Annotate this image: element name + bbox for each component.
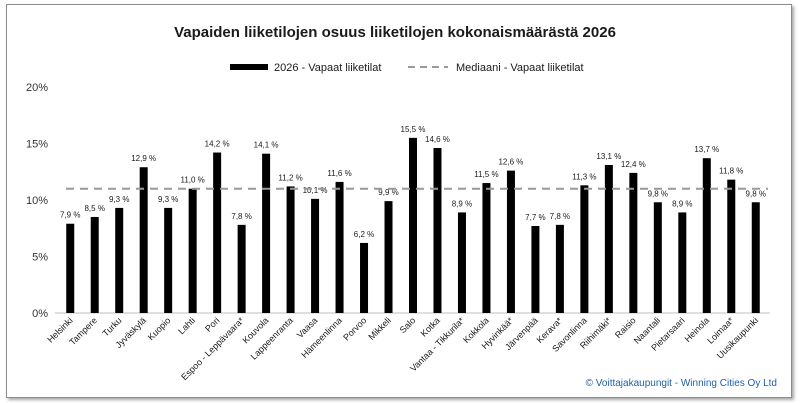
data-label: 8,9 % xyxy=(452,199,472,208)
bar xyxy=(188,188,197,313)
bar xyxy=(604,164,613,313)
bar xyxy=(457,212,466,313)
data-label: 8,5 % xyxy=(84,204,104,213)
bar xyxy=(727,179,736,313)
bar xyxy=(751,202,760,313)
x-tick-label: Pori xyxy=(203,315,221,333)
data-label: 7,7 % xyxy=(525,213,545,222)
legend: 2026 - Vapaat liiketilat Mediaani - Vapa… xyxy=(230,62,584,74)
legend-swatch-bars xyxy=(230,64,268,70)
bars xyxy=(66,137,760,313)
data-label: 11,8 % xyxy=(719,167,743,176)
data-label: 9,8 % xyxy=(746,189,766,198)
data-label: 9,9 % xyxy=(378,188,398,197)
bar xyxy=(678,212,687,313)
bar xyxy=(433,148,442,313)
data-label: 7,8 % xyxy=(231,212,251,221)
x-tick-label: Salo xyxy=(398,315,418,335)
data-label: 8,9 % xyxy=(672,199,692,208)
bar xyxy=(531,225,540,313)
data-label: 15,5 % xyxy=(401,125,426,134)
bar xyxy=(66,223,75,313)
bar xyxy=(653,202,662,313)
bar xyxy=(237,224,246,313)
bar xyxy=(139,167,148,313)
bar xyxy=(506,170,515,313)
bar xyxy=(629,172,638,313)
x-tick-label: Mikkeli xyxy=(366,315,393,342)
bar xyxy=(164,207,173,313)
data-label: 11,3 % xyxy=(572,172,596,181)
data-label: 10,1 % xyxy=(303,186,328,195)
chart-frame xyxy=(6,4,792,398)
x-tick-label: Lahti xyxy=(176,315,197,336)
bar xyxy=(286,186,295,313)
data-label: 11,0 % xyxy=(180,176,204,185)
data-label: 13,7 % xyxy=(694,145,719,154)
data-label: 12,9 % xyxy=(131,154,156,163)
bar xyxy=(311,198,320,313)
bar xyxy=(482,183,491,313)
copyright-text: © Voittajakaupungit - Winning Cities Oy … xyxy=(586,378,777,389)
bar xyxy=(409,137,417,313)
data-label: 12,4 % xyxy=(621,160,646,169)
data-label: 14,1 % xyxy=(254,141,279,150)
data-label: 7,9 % xyxy=(60,211,80,220)
x-tick-label: Kuopio xyxy=(146,315,173,342)
data-label: 11,5 % xyxy=(474,170,498,179)
bar xyxy=(702,158,711,313)
data-label: 14,6 % xyxy=(425,135,450,144)
bar xyxy=(335,181,344,313)
bar xyxy=(115,207,124,313)
y-tick-label: 0% xyxy=(32,308,48,320)
legend-label-bars: 2026 - Vapaat liiketilat xyxy=(274,62,381,74)
y-axis: 0% 5% 10% 15% 20% xyxy=(26,82,48,320)
bar xyxy=(213,152,222,313)
bar xyxy=(360,242,369,313)
y-tick-label: 10% xyxy=(26,195,48,207)
legend-label-median: Mediaani - Vapaat liiketilat xyxy=(456,62,584,74)
y-tick-label: 20% xyxy=(26,82,48,94)
data-labels: 7,9 % 8,5 % 9,3 % 12,9 % 9,3 % 11,0 % 14,2 % 7,… xyxy=(60,125,766,239)
data-label: 14,2 % xyxy=(205,140,230,149)
bar xyxy=(90,216,99,313)
data-label: 9,3 % xyxy=(158,195,178,204)
data-label: 12,6 % xyxy=(498,158,523,167)
bar xyxy=(555,224,564,313)
data-label: 6,2 % xyxy=(354,230,374,239)
bar xyxy=(262,153,271,313)
y-tick-label: 15% xyxy=(26,139,48,151)
data-label: 9,8 % xyxy=(648,189,668,198)
x-tick-label: Porvoo xyxy=(341,315,368,342)
bar xyxy=(580,185,589,313)
data-label: 9,3 % xyxy=(109,195,129,204)
data-label: 13,1 % xyxy=(596,152,621,161)
bar xyxy=(384,201,393,313)
y-tick-label: 5% xyxy=(32,252,48,264)
data-label: 11,2 % xyxy=(278,173,302,182)
data-label: 11,6 % xyxy=(327,169,351,178)
data-label: 7,8 % xyxy=(550,212,570,221)
chart-title: Vapaiden liiketilojen osuus liiketilojen… xyxy=(174,24,616,41)
